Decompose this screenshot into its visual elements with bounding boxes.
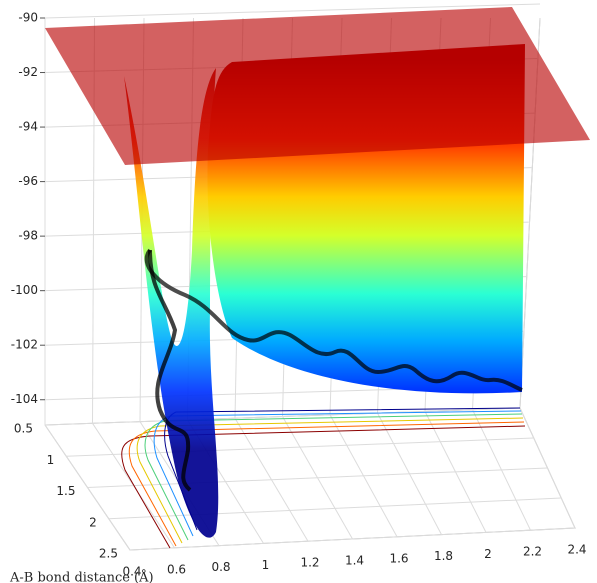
axis-box	[44, 407, 576, 551]
z-tick-label: -94	[18, 120, 38, 134]
grid-line	[44, 407, 521, 426]
grid-line	[129, 527, 576, 551]
surface	[45, 7, 590, 549]
y-tick-label: 1.5	[56, 484, 75, 498]
x-tick-label: 1.8	[434, 549, 453, 563]
x-tick-label: 2.2	[523, 545, 542, 559]
x-tick-label: 1	[262, 558, 270, 572]
grid-line	[108, 497, 562, 520]
contour	[136, 417, 524, 544]
surface-well	[124, 68, 219, 538]
z-tick-label: -104	[11, 392, 38, 406]
z-tick-label: -92	[18, 65, 38, 79]
x-tick-label: 0.4	[122, 565, 141, 579]
y-tick-label: 2.5	[99, 547, 118, 561]
x-tick-label: 1.4	[345, 554, 364, 568]
y-tick-label: 0.5	[14, 422, 33, 436]
y-tick-label: 2	[89, 515, 97, 529]
z-tick-label: -90	[18, 11, 38, 25]
grid-line	[87, 467, 548, 488]
z-tick-label: -96	[18, 174, 38, 188]
top-plane	[45, 7, 590, 165]
z-tick-label: -100	[11, 283, 38, 297]
trajectory	[144, 248, 523, 392]
y-tick-label: 1	[47, 453, 55, 467]
x-axis-label: A-B bond distance (Å)	[9, 570, 154, 583]
trajectory	[148, 249, 192, 492]
contour	[121, 425, 526, 549]
x-tick-label: 0.6	[167, 562, 186, 576]
grid-line	[44, 3, 541, 19]
x-tick-label: 2.4	[567, 543, 586, 557]
grid-line	[66, 437, 534, 457]
x-tick-label: 1.6	[389, 551, 408, 565]
x-tick-label: 1.2	[300, 556, 319, 570]
x-tick-label: 0.8	[211, 560, 230, 574]
z-tick-label: -98	[18, 229, 38, 243]
x-tick-label: 2	[484, 547, 492, 561]
z-tick-label: -102	[11, 338, 38, 352]
